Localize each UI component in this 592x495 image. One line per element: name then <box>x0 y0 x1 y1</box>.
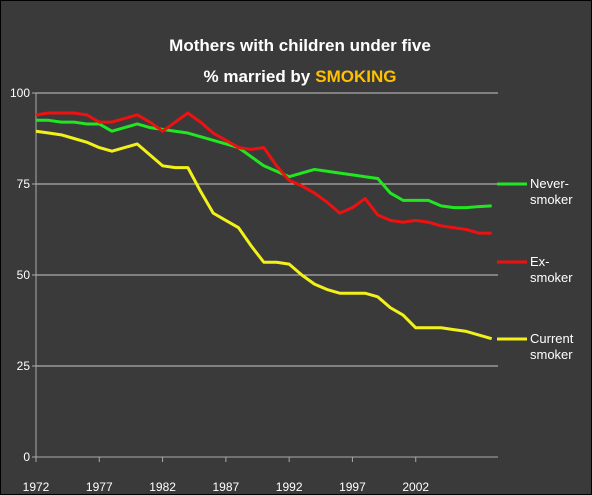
chart-subtitle: % married by SMOKING <box>204 67 397 86</box>
series-line <box>35 129 493 341</box>
x-tick-label: 1992 <box>276 480 303 494</box>
y-tick-label: 75 <box>17 177 31 191</box>
y-tick-label: 0 <box>23 450 30 464</box>
y-tick-label: 50 <box>17 268 31 282</box>
x-tick-label: 1997 <box>339 480 366 494</box>
subtitle-text: % married by <box>204 67 311 86</box>
y-tick-label: 100 <box>10 86 30 100</box>
chart-title: Mothers with children under five <box>169 36 431 55</box>
x-tick-label: 1987 <box>213 480 240 494</box>
subtitle-highlight: SMOKING <box>315 67 396 86</box>
series-line <box>35 111 492 235</box>
x-tick-label: 1982 <box>149 480 176 494</box>
x-tick-label: 1977 <box>86 480 113 494</box>
legend-label: Ex-smoker <box>530 254 573 285</box>
legend-label: Current smoker <box>530 331 574 362</box>
series-line <box>36 118 492 210</box>
x-tick-label: 2002 <box>402 480 429 494</box>
legend-label: Never-smoker <box>530 176 573 207</box>
y-tick-label: 25 <box>17 359 31 373</box>
x-tick-label: 1972 <box>23 480 50 494</box>
